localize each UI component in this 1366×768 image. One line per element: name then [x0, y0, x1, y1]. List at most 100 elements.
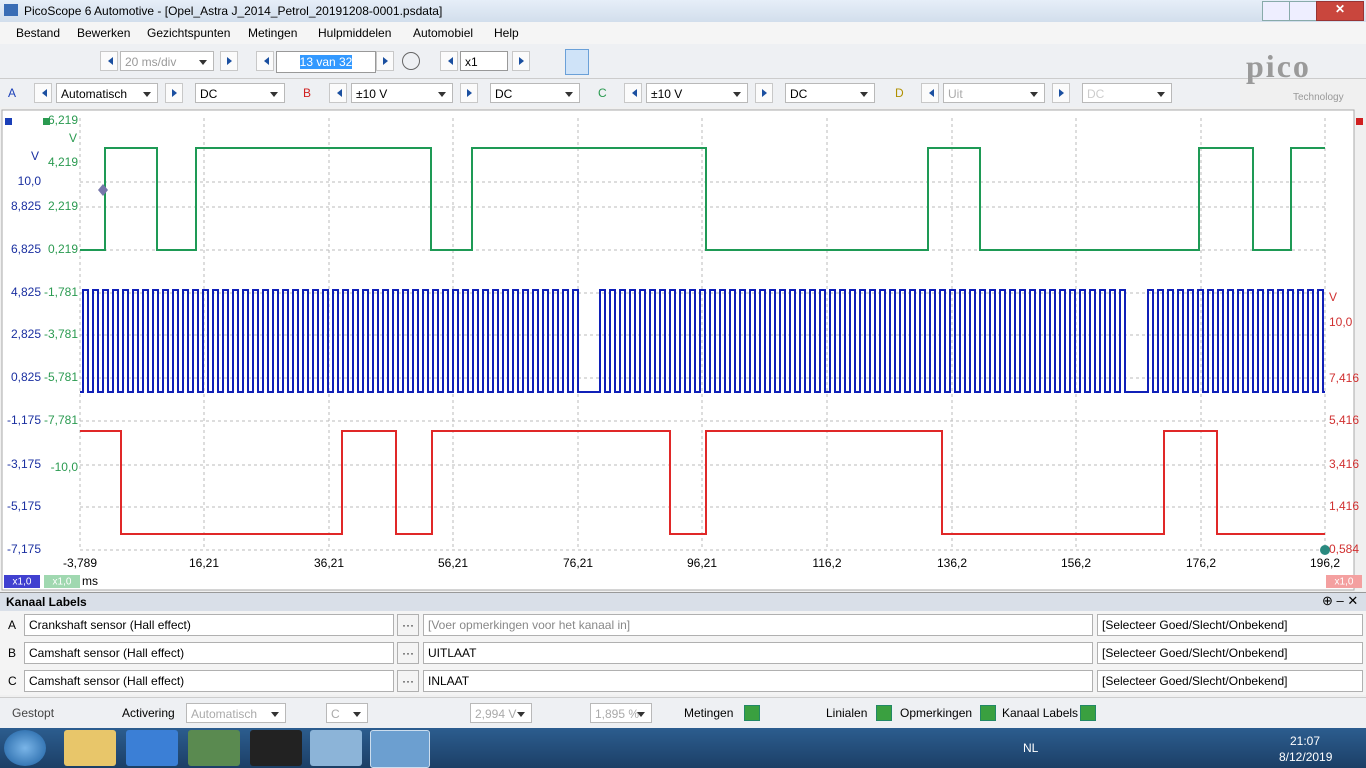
- axis-c-label: 3,416: [1329, 457, 1359, 471]
- axis-b-label: 2,219: [48, 199, 78, 213]
- channel-range[interactable]: ±10 V: [646, 83, 748, 103]
- channel-range[interactable]: Automatisch: [56, 83, 158, 103]
- status-state: Gestopt: [12, 706, 55, 720]
- close[interactable]: ✕: [1316, 1, 1364, 21]
- trigger-level[interactable]: 2,994 V: [470, 703, 532, 723]
- timebase[interactable]: 20 ms/div: [120, 51, 214, 71]
- language: NL: [1023, 741, 1039, 755]
- add-button[interactable]: [876, 705, 892, 721]
- trigger-mode[interactable]: Automatisch: [186, 703, 286, 723]
- channel-letter[interactable]: D: [895, 86, 904, 100]
- axis-a-label: -1,175: [7, 413, 41, 427]
- add-button[interactable]: [1080, 705, 1096, 721]
- label-row: B Camshaft sensor (Hall effect) ··· UITLAAT…: [0, 639, 1366, 667]
- note[interactable]: UITLAAT: [423, 642, 1093, 664]
- add-button[interactable]: [744, 705, 760, 721]
- picoscope-task[interactable]: [370, 730, 430, 768]
- next[interactable]: [460, 83, 478, 103]
- prev[interactable]: [624, 83, 642, 103]
- status-measurements[interactable]: Metingen: [684, 706, 734, 720]
- start-button[interactable]: [4, 730, 46, 766]
- menu-item[interactable]: Automobiel: [413, 26, 474, 40]
- axis-a-label: 6,825: [11, 242, 41, 256]
- buffer-field[interactable]: 13 van 32: [276, 51, 376, 73]
- next[interactable]: [165, 83, 183, 103]
- axis-c-label: 5,416: [1329, 413, 1359, 427]
- menu-item[interactable]: Bewerken: [77, 26, 131, 40]
- next[interactable]: [755, 83, 773, 103]
- sensor[interactable]: Camshaft sensor (Hall effect): [24, 670, 394, 692]
- axis-a-label: 10,0: [18, 174, 42, 188]
- status[interactable]: [Selecteer Goed/Slecht/Onbekend]: [1097, 614, 1363, 636]
- status[interactable]: [Selecteer Goed/Slecht/Onbekend]: [1097, 642, 1363, 664]
- time-unit: ms: [82, 574, 98, 588]
- waveform-c: [80, 430, 1325, 535]
- ie[interactable]: [126, 730, 178, 766]
- panel-controls[interactable]: ⊕ ‒ ✕: [1322, 593, 1359, 608]
- title-bar: [0, 0, 1366, 22]
- more-button[interactable]: ···: [397, 614, 419, 636]
- maximize[interactable]: [1289, 1, 1317, 21]
- sensor[interactable]: Camshaft sensor (Hall effect): [24, 642, 394, 664]
- panel-header: [0, 592, 1366, 612]
- axis-c-label: V: [1329, 290, 1337, 304]
- prev[interactable]: [34, 83, 52, 103]
- prev[interactable]: [921, 83, 939, 103]
- channel-coupling[interactable]: DC: [785, 83, 875, 103]
- menu-item[interactable]: Bestand: [16, 26, 61, 40]
- channel-coupling[interactable]: DC: [1082, 83, 1172, 103]
- more-button[interactable]: ···: [397, 670, 419, 692]
- compass[interactable]: [402, 52, 420, 70]
- paint[interactable]: [310, 730, 362, 766]
- time-tick: 176,2: [1186, 556, 1216, 570]
- time-tick: 96,21: [687, 556, 717, 570]
- channel-range[interactable]: Uit: [943, 83, 1045, 103]
- axis-b-label: V: [69, 131, 77, 145]
- menu-item[interactable]: Hulpmiddelen: [318, 26, 392, 40]
- pretrigger[interactable]: 1,895 %: [590, 703, 652, 723]
- scope-view: -3,789 16,21 36,21 56,21 76,21 96,21 116,2 136,…: [1, 109, 1363, 591]
- time-tick: -3,789: [63, 556, 97, 570]
- channel-coupling[interactable]: DC: [490, 83, 580, 103]
- menu-item[interactable]: Metingen: [248, 26, 298, 40]
- zoom-badge: [4, 575, 40, 588]
- channel-letter[interactable]: B: [303, 86, 312, 100]
- channel-letter[interactable]: C: [598, 86, 607, 100]
- logo-sub: Technology: [1293, 92, 1344, 103]
- ruler-handle: [5, 118, 12, 125]
- add-button[interactable]: [980, 705, 996, 721]
- status-trigger[interactable]: Activering: [122, 706, 175, 720]
- axis-a-label: 8,825: [11, 199, 41, 213]
- note[interactable]: INLAAT: [423, 670, 1093, 692]
- status-rulers[interactable]: Linialen: [826, 706, 868, 720]
- menu-item[interactable]: Gezichtspunten: [147, 26, 231, 40]
- next[interactable]: [1052, 83, 1070, 103]
- explorer[interactable]: [64, 730, 116, 766]
- chrome[interactable]: [188, 730, 240, 766]
- ruler-handle: [1356, 118, 1363, 125]
- channel: C: [8, 674, 17, 688]
- idc[interactable]: [250, 730, 302, 766]
- axis-b-label: 4,219: [48, 155, 78, 169]
- axis-c-label: 7,416: [1329, 371, 1359, 385]
- status-labels[interactable]: Kanaal Labels: [1002, 706, 1079, 720]
- sensor[interactable]: Crankshaft sensor (Hall effect): [24, 614, 394, 636]
- channel-coupling[interactable]: DC: [195, 83, 285, 103]
- note[interactable]: [Voer opmerkingen voor het kanaal in]: [423, 614, 1093, 636]
- axis-a-label: -5,175: [7, 499, 41, 513]
- channel-range[interactable]: ±10 V: [351, 83, 453, 103]
- more-button[interactable]: ···: [397, 642, 419, 664]
- hand-tool[interactable]: [565, 49, 589, 75]
- status-notes[interactable]: Opmerkingen: [900, 706, 973, 720]
- prev[interactable]: [329, 83, 347, 103]
- zoom-badge: [44, 575, 80, 588]
- trigger-source[interactable]: C: [326, 703, 368, 723]
- minimize[interactable]: [1262, 1, 1290, 21]
- label-row: C Camshaft sensor (Hall effect) ··· INLAAT[…: [0, 667, 1366, 695]
- status[interactable]: [Selecteer Goed/Slecht/Onbekend]: [1097, 670, 1363, 692]
- menu-item[interactable]: Help: [494, 26, 519, 40]
- zoom[interactable]: x1: [460, 51, 508, 71]
- channel-letter[interactable]: A: [8, 86, 17, 100]
- date: 8/12/2019: [1279, 750, 1333, 764]
